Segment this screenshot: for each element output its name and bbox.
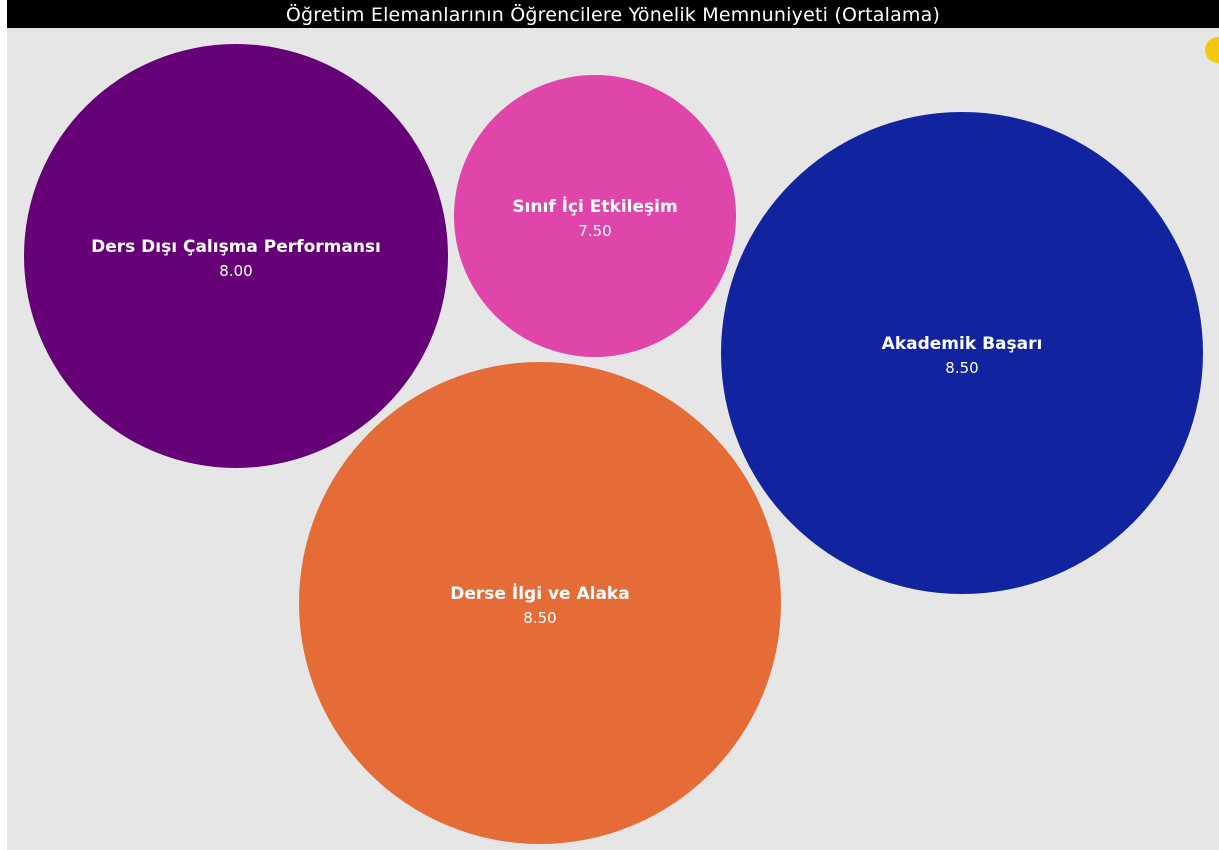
bubble-derse-ilgi-ve-alaka[interactable]: Derse İlgi ve Alaka 8.50 xyxy=(299,362,781,844)
bubble-ders-disi-calisma-performansi[interactable]: Ders Dışı Çalışma Performansı 8.00 xyxy=(24,44,448,468)
bubble-value-label: 8.50 xyxy=(945,359,978,377)
bubble-sinif-ici-etkilesim[interactable]: Sınıf İçi Etkileşim 7.50 xyxy=(454,75,736,357)
bubble-value-label: 8.00 xyxy=(219,262,252,280)
bubble-partial-edge[interactable] xyxy=(1205,37,1219,63)
bubble-label: Akademik Başarı xyxy=(882,334,1043,354)
bubble-circle[interactable] xyxy=(299,362,781,844)
bubble-value-label: 7.50 xyxy=(578,222,611,240)
bubble-label: Ders Dışı Çalışma Performansı xyxy=(91,237,381,257)
bubble-chart-svg: Ders Dışı Çalışma Performansı 8.00 Sınıf İ… xyxy=(24,37,1219,844)
bubble-value-label: 8.50 xyxy=(523,609,556,627)
bubble-circle[interactable] xyxy=(454,75,736,357)
bubble-circle[interactable] xyxy=(721,112,1203,594)
chart-title: Öğretim Elemanlarının Öğrencilere Yöneli… xyxy=(7,0,1219,28)
bubble-label: Sınıf İçi Etkileşim xyxy=(512,195,677,217)
bubble-plot-area: Ders Dışı Çalışma Performansı 8.00 Sınıf İ… xyxy=(7,28,1219,850)
bubble-akademik-basari[interactable]: Akademik Başarı 8.50 xyxy=(721,112,1203,594)
bubble-circle[interactable] xyxy=(24,44,448,468)
bubble-label: Derse İlgi ve Alaka xyxy=(450,582,629,604)
